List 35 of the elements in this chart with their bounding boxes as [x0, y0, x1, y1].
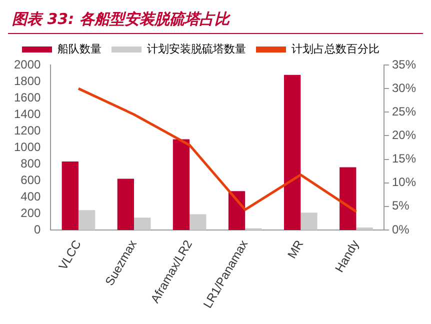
legend-label: 计划占总数百分比 [292, 42, 380, 56]
y-tick-label: 1800 [14, 74, 42, 88]
y2-tick-label: 35% [392, 57, 416, 72]
bar [62, 161, 78, 230]
bar [300, 212, 318, 230]
y-tick-label: 1400 [14, 106, 42, 121]
y2-tick-label: 15% [392, 152, 416, 166]
y-tick-label: 1200 [14, 123, 42, 138]
y2-tick-label: 25% [392, 104, 416, 118]
bar [228, 191, 246, 230]
legend-label: 计划安装脱硫塔数量 [147, 42, 246, 56]
y-tick-label: 400 [20, 189, 42, 204]
y-tick-label: 1000 [14, 140, 42, 154]
chart-title: 图表 33: 各船型安装脱硫塔占比 [8, 8, 423, 34]
y-tick-label: 200 [20, 206, 42, 220]
y2-tick-label: 10% [392, 175, 416, 190]
y2-tick-label: 30% [392, 80, 416, 95]
bar [78, 210, 96, 230]
bar [172, 139, 190, 230]
bar [134, 218, 151, 230]
y-tick-label: 600 [20, 172, 42, 187]
y-tick-label: 800 [20, 156, 42, 170]
bar [340, 167, 356, 230]
x-tick-label: MR [284, 237, 306, 261]
y-tick-label: 2000 [14, 57, 42, 72]
bar [356, 227, 373, 230]
bar [284, 74, 301, 230]
y-tick-label: 0 [34, 222, 42, 236]
y2-tick-label: 5% [392, 198, 410, 213]
legend-label: 船队数量 [58, 42, 102, 56]
y-tick-label: 1600 [14, 90, 42, 104]
bar [117, 178, 134, 230]
bar [190, 214, 206, 230]
y2-tick-label: 20% [392, 128, 416, 142]
y2-tick-label: 0% [392, 222, 410, 236]
